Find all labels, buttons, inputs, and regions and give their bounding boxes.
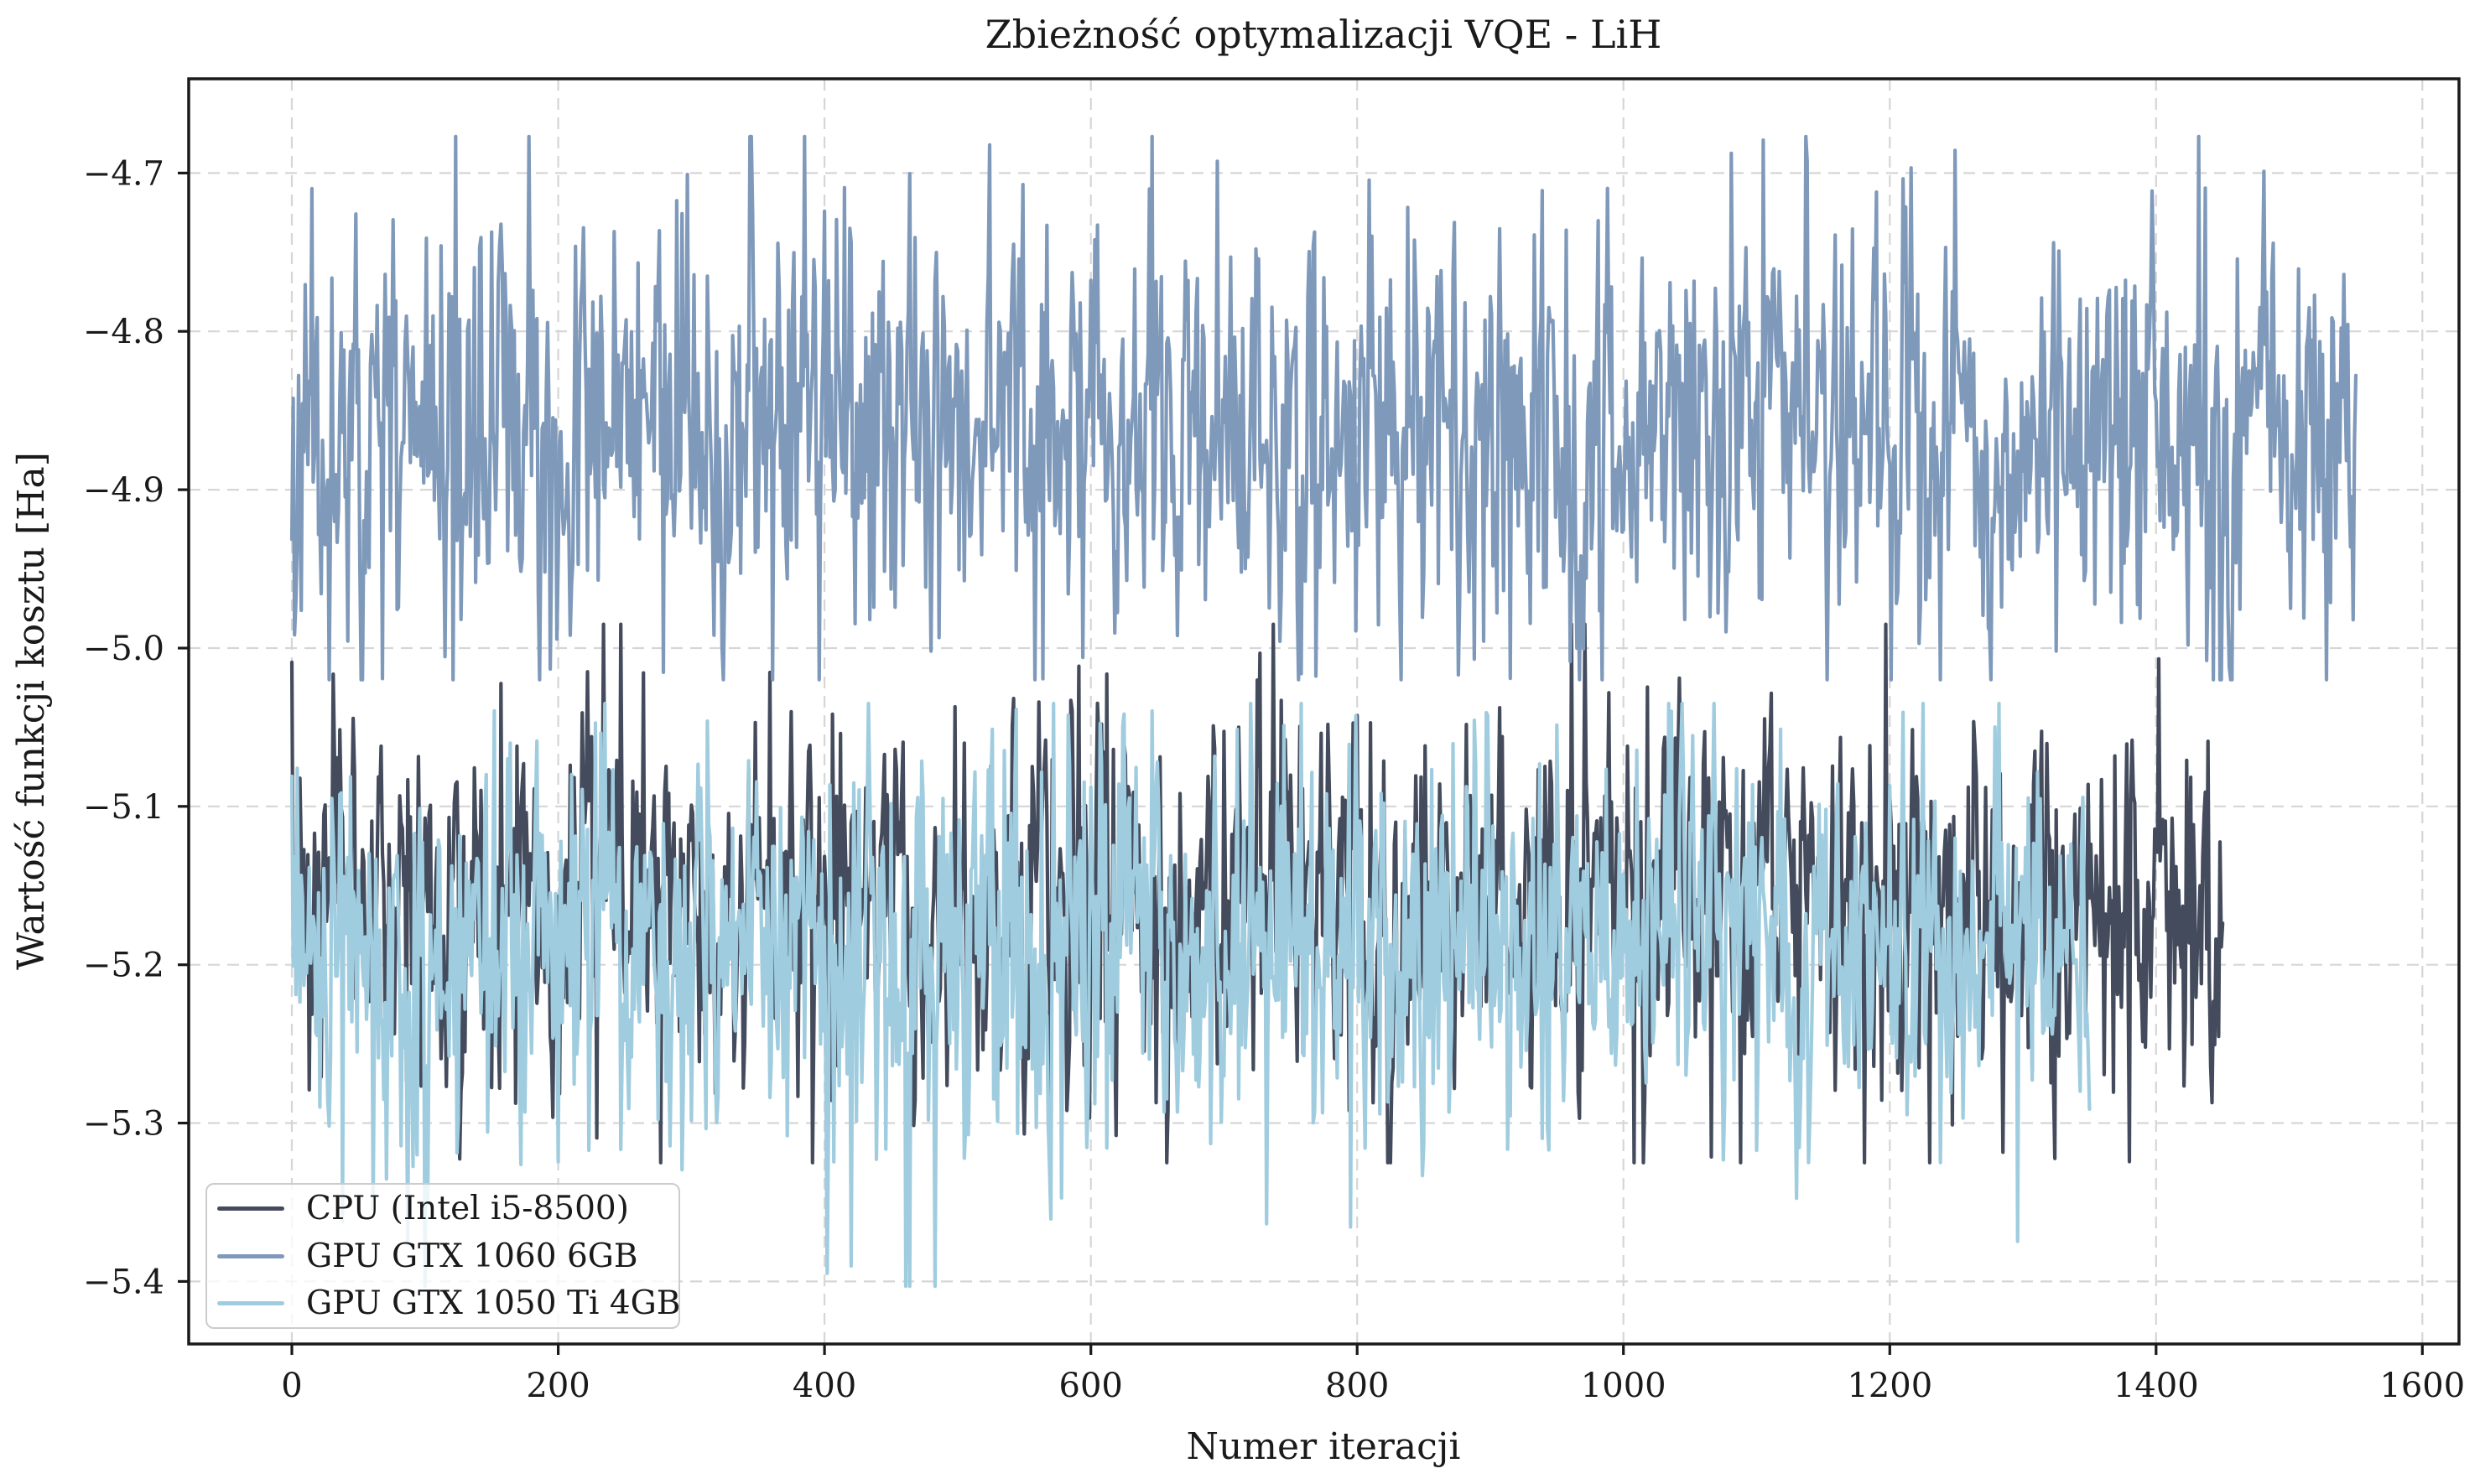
y-tick-label: −5.4 [83,1263,164,1301]
x-tick-label: 1400 [2113,1367,2199,1405]
chart-title: Zbieżność optymalizacji VQE - LiH [985,12,1662,57]
x-tick-label: 0 [281,1367,302,1405]
plot-border [187,77,2461,1346]
y-tick-label: −5.2 [83,947,164,985]
series-line-gpu-gtx-1060-6gb [289,134,2358,682]
x-tick-label: 800 [1325,1367,1389,1405]
x-tick-label: 1000 [1581,1367,1666,1405]
legend-label-cpu: CPU (Intel i5-8500) [306,1189,629,1227]
y-axis-label: Wartość funkcji kosztu [Ha] [10,452,53,970]
legend-swatch-cpu [217,1206,284,1211]
legend-item-cpu: CPU (Intel i5-8500) [217,1185,678,1232]
x-axis-label: Numer iteracji [1186,1425,1460,1468]
legend: CPU (Intel i5-8500) GPU GTX 1060 6GB GPU… [205,1183,680,1329]
y-tick-label: −5.1 [83,788,164,827]
axes-layer: 0 200 400 600 800 1000 1200 1400 1600 −5.4 −5.3 −5.… [83,77,2465,1405]
x-tick-label: 600 [1059,1367,1123,1405]
x-tick-label: 1600 [2379,1367,2465,1405]
legend-swatch-gtx1050ti [217,1301,284,1306]
legend-label-gtx1060: GPU GTX 1060 6GB [306,1237,638,1275]
y-tick-label: −4.8 [83,313,164,351]
y-tick-label: −4.9 [83,471,164,510]
x-tick-label: 400 [793,1367,856,1405]
x-tick-label: 200 [526,1367,590,1405]
legend-swatch-gtx1060 [217,1253,284,1258]
series-layer [289,134,2358,1289]
legend-label-gtx1050ti: GPU GTX 1050 Ti 4GB [306,1284,681,1323]
y-tick-label: −4.7 [83,154,164,193]
series-line-gpu-gtx-1050-ti-4gb [289,701,2092,1289]
y-tick-label: −5.0 [83,630,164,668]
y-tick-label: −5.3 [83,1105,164,1144]
legend-item-gtx1060: GPU GTX 1060 6GB [217,1232,678,1280]
legend-item-gtx1050ti: GPU GTX 1050 Ti 4GB [217,1279,681,1327]
x-tick-label: 1200 [1847,1367,1932,1405]
